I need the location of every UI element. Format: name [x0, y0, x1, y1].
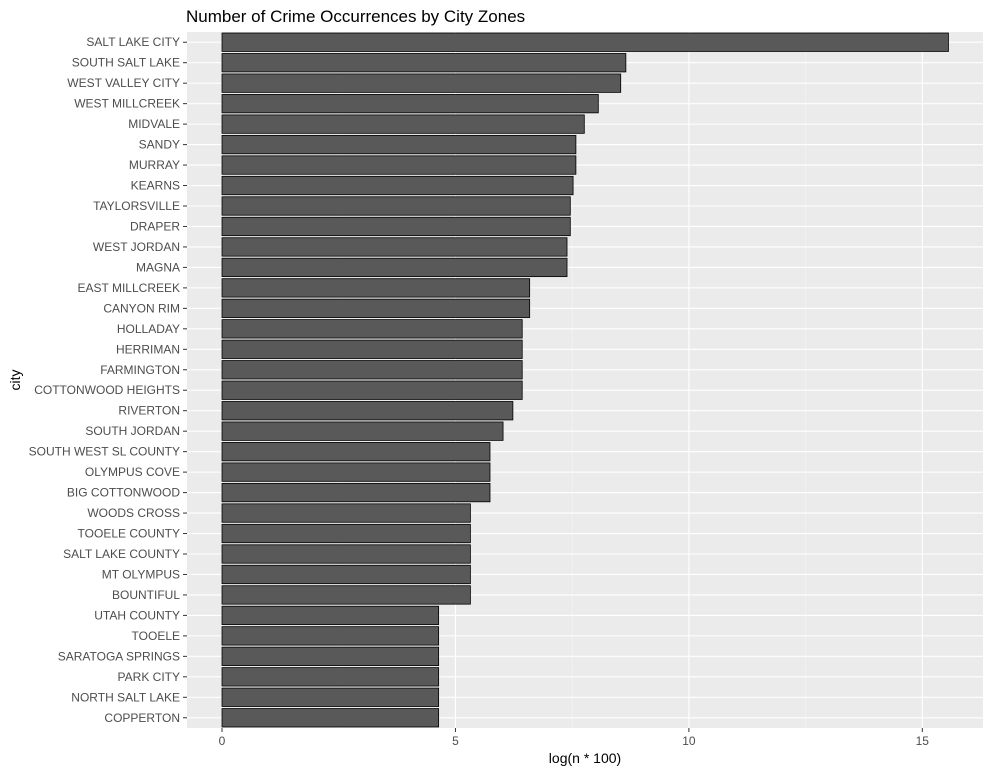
x-tick-label: 15 — [916, 734, 930, 748]
bar — [221, 605, 440, 626]
x-axis-title: log(n * 100) — [549, 750, 621, 766]
bar — [221, 564, 471, 585]
y-tick-label: WEST VALLEY CITY — [67, 76, 180, 90]
x-tick-label: 10 — [682, 734, 696, 748]
y-tick-label: SOUTH JORDAN — [85, 424, 180, 438]
y-tick-label: TOOELE COUNTY — [78, 527, 180, 541]
bar — [221, 237, 568, 257]
bar — [221, 380, 523, 400]
bar — [221, 401, 514, 421]
y-tick-label: SANDY — [139, 138, 180, 152]
y-tick-label: SALT LAKE CITY — [86, 35, 180, 49]
bar — [221, 53, 627, 73]
y-tick-label: SALT LAKE COUNTY — [63, 547, 180, 561]
bar — [221, 114, 585, 134]
y-tick-label: DRAPER — [130, 219, 180, 233]
bar — [221, 442, 491, 462]
y-tick-label: UTAH COUNTY — [94, 608, 180, 622]
y-tick-label: HERRIMAN — [116, 342, 180, 356]
bar — [221, 278, 531, 298]
y-tick-label: TAYLORSVILLE — [93, 199, 180, 213]
bar — [221, 155, 577, 175]
y-tick-label: RIVERTON — [118, 404, 180, 418]
bar — [221, 134, 577, 155]
y-tick-label: MIDVALE — [128, 117, 180, 131]
bar — [221, 503, 471, 523]
y-tick-label: SOUTH WEST SL COUNTY — [29, 445, 180, 459]
bar — [221, 298, 531, 318]
x-tick-label: 5 — [452, 734, 459, 748]
y-tick-label: HOLLADAY — [117, 322, 180, 336]
chart-title: Number of Crime Occurrences by City Zone… — [186, 7, 525, 26]
bar — [221, 421, 504, 441]
y-tick-label: MAGNA — [136, 260, 180, 274]
bar — [221, 360, 523, 380]
y-tick-label: EAST MILLCREEK — [78, 281, 180, 295]
y-tick-label: NORTH SALT LAKE — [71, 690, 180, 704]
bar — [221, 626, 440, 646]
y-tick-label: COTTONWOOD HEIGHTS — [34, 383, 180, 397]
x-tick-label: 0 — [219, 734, 226, 748]
bar — [221, 257, 568, 278]
bar — [221, 319, 523, 339]
y-tick-label: CANYON RIM — [103, 301, 180, 315]
y-tick-label: OLYMPUS COVE — [85, 465, 180, 479]
y-tick-label: MT OLYMPUS — [102, 567, 180, 581]
bar — [221, 196, 571, 216]
y-tick-label: SARATOGA SPRINGS — [58, 649, 180, 663]
y-tick-label: WOODS CROSS — [87, 506, 180, 520]
y-axis: SALT LAKE CITY SOUTH SALT LAKE WEST VALLEY… — [29, 35, 187, 725]
y-tick-label: WEST JORDAN — [93, 240, 180, 254]
bar — [221, 687, 440, 707]
y-tick-label: COPPERTON — [104, 711, 180, 725]
y-tick-label: MURRAY — [129, 158, 180, 172]
y-tick-label: TOOELE — [132, 629, 180, 643]
bar — [221, 73, 622, 93]
bar — [221, 646, 440, 666]
y-axis-title: city — [7, 370, 23, 391]
bar — [221, 708, 440, 728]
bar — [221, 667, 440, 687]
bar — [221, 462, 491, 482]
bar — [221, 94, 599, 114]
bar — [221, 544, 471, 564]
y-tick-label: BOUNTIFUL — [112, 588, 180, 602]
y-tick-label: PARK CITY — [118, 670, 180, 684]
y-tick-label: KEARNS — [131, 179, 180, 193]
bars — [221, 32, 949, 728]
bar — [221, 482, 491, 503]
y-tick-label: WEST MILLCREEK — [74, 97, 180, 111]
bar — [221, 216, 571, 237]
bar — [221, 175, 574, 196]
bar — [221, 339, 523, 359]
x-axis: 0 5 10 15 — [219, 728, 930, 748]
bar — [221, 585, 471, 605]
bar — [221, 32, 949, 52]
y-tick-label: BIG COTTONWOOD — [67, 486, 180, 500]
y-tick-label: SOUTH SALT LAKE — [72, 56, 180, 70]
bar — [221, 523, 471, 544]
y-tick-label: FARMINGTON — [100, 363, 180, 377]
